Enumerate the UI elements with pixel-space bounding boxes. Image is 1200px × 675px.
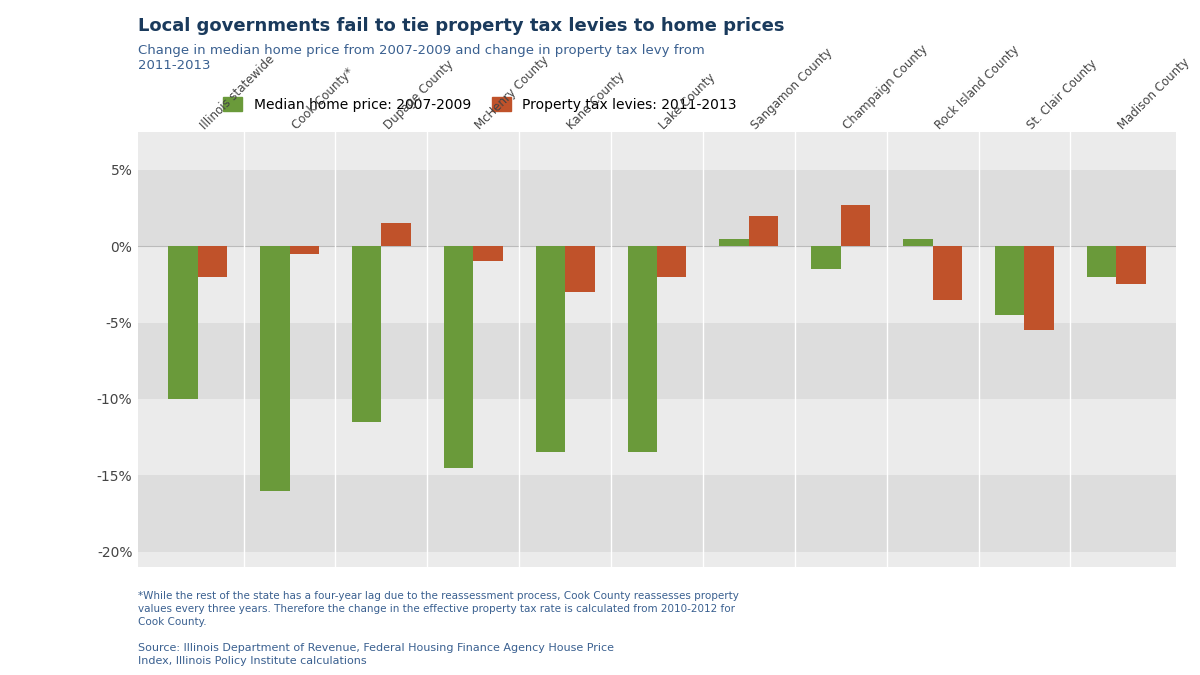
- Bar: [904, 238, 932, 246]
- Bar: [811, 246, 841, 269]
- Bar: [1087, 246, 1116, 277]
- Text: Sangamon County: Sangamon County: [749, 45, 835, 132]
- Bar: [138, 323, 1176, 399]
- Bar: [720, 238, 749, 246]
- Bar: [289, 246, 319, 254]
- Bar: [535, 246, 565, 452]
- Bar: [168, 246, 198, 399]
- Bar: [138, 170, 1176, 246]
- Text: Madison County: Madison County: [1116, 55, 1193, 132]
- Bar: [382, 223, 410, 246]
- Bar: [473, 246, 503, 261]
- Text: Lake County: Lake County: [658, 71, 718, 132]
- Bar: [260, 246, 289, 491]
- Text: Cook County*: Cook County*: [289, 65, 356, 132]
- Text: Dupage County: Dupage County: [382, 57, 456, 132]
- Text: *While the rest of the state has a four-year lag due to the reassessment process: *While the rest of the state has a four-…: [138, 591, 739, 627]
- Bar: [995, 246, 1025, 315]
- Text: Source: Illinois Department of Revenue, Federal Housing Finance Agency House Pri: Source: Illinois Department of Revenue, …: [138, 643, 614, 666]
- Bar: [658, 246, 686, 277]
- Text: McHenry County: McHenry County: [473, 53, 552, 132]
- Text: Rock Island County: Rock Island County: [932, 43, 1021, 132]
- Bar: [352, 246, 382, 422]
- Text: St. Clair County: St. Clair County: [1025, 57, 1099, 132]
- Bar: [932, 246, 962, 300]
- Bar: [565, 246, 594, 292]
- Bar: [444, 246, 473, 468]
- Bar: [841, 205, 870, 246]
- Text: Illinois statewide: Illinois statewide: [198, 52, 277, 132]
- Bar: [628, 246, 658, 452]
- Text: Kane County: Kane County: [565, 70, 628, 132]
- Bar: [1116, 246, 1146, 284]
- Text: Local governments fail to tie property tax levies to home prices: Local governments fail to tie property t…: [138, 17, 785, 35]
- Bar: [198, 246, 227, 277]
- Text: Change in median home price from 2007-2009 and change in property tax levy from
: Change in median home price from 2007-20…: [138, 44, 704, 72]
- Legend: Median home price: 2007-2009, Property tax levies: 2011-2013: Median home price: 2007-2009, Property t…: [223, 97, 737, 112]
- Bar: [749, 215, 779, 246]
- Text: Champaign County: Champaign County: [841, 42, 930, 132]
- Bar: [138, 475, 1176, 551]
- Bar: [1025, 246, 1054, 330]
